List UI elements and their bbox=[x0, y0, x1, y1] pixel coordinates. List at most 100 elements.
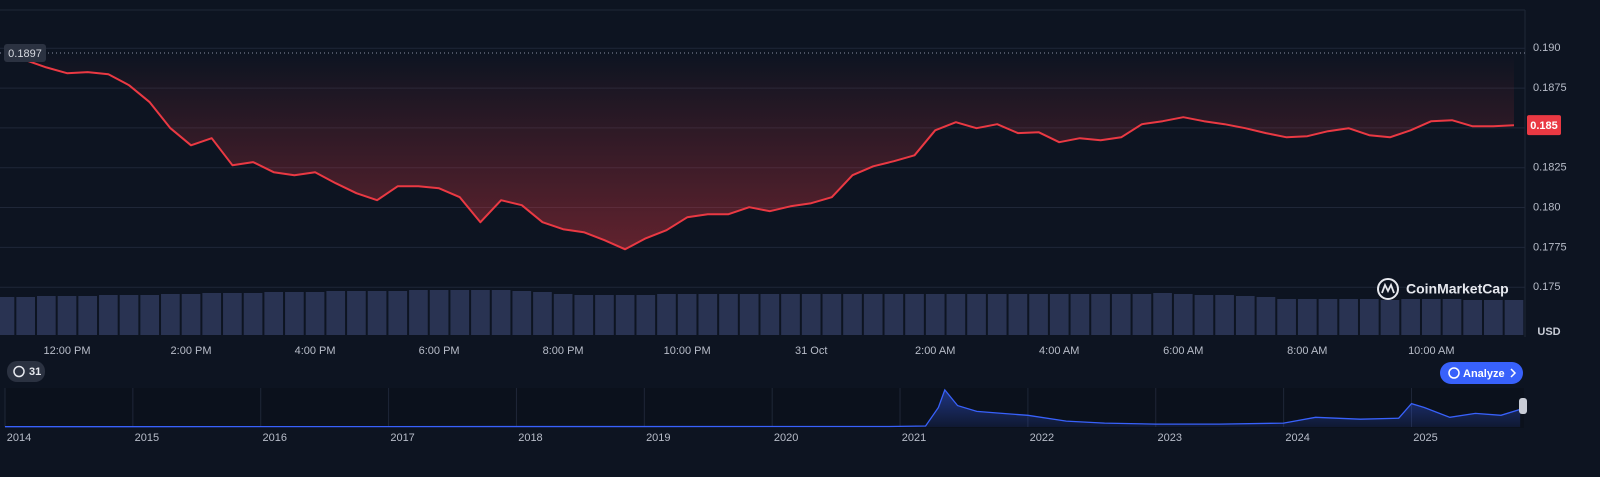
x-tick-label: 12:00 PM bbox=[43, 345, 90, 357]
volume-bar bbox=[1256, 297, 1276, 335]
analyze-label[interactable]: Analyze bbox=[1463, 368, 1505, 380]
y-tick-label: 0.1775 bbox=[1533, 241, 1567, 253]
open-price-tag bbox=[4, 44, 46, 63]
analyze-icon bbox=[1448, 367, 1460, 379]
navigator-chart: 2014 2015 2016 2017 2018 2019 2020 2021 2022 2023… bbox=[4, 388, 1527, 444]
volume-bar bbox=[285, 292, 304, 335]
analyze-arrow bbox=[1510, 368, 1517, 378]
volume-bar bbox=[1194, 295, 1214, 335]
y-tick-label: 0.1825 bbox=[1533, 162, 1567, 174]
volume-bar bbox=[0, 297, 15, 335]
volume-bar bbox=[615, 295, 635, 335]
volume-bar bbox=[264, 292, 284, 335]
price-area bbox=[5, 53, 1514, 250]
x-tick-label: 10:00 AM bbox=[1408, 345, 1454, 357]
volume-bar bbox=[1359, 299, 1379, 335]
nav-year-label: 2014 bbox=[7, 432, 31, 444]
analyze-button-bg[interactable] bbox=[1440, 362, 1523, 384]
nav-year-label: 2016 bbox=[262, 432, 286, 444]
nav-year-label: 2024 bbox=[1285, 432, 1309, 444]
nav-year-label: 2025 bbox=[1413, 432, 1437, 444]
volume-bar bbox=[429, 290, 449, 335]
nav-year-label: 2023 bbox=[1158, 432, 1182, 444]
x-tick-label: 6:00 AM bbox=[1163, 345, 1203, 357]
y-tick-label: 0.175 bbox=[1533, 281, 1561, 293]
volume-bar bbox=[1442, 299, 1462, 335]
volume-bar bbox=[119, 295, 139, 335]
history-button-bg[interactable] bbox=[7, 361, 45, 382]
volume-bar bbox=[181, 294, 201, 335]
volume-bar bbox=[409, 290, 428, 335]
volume-bar bbox=[1318, 299, 1338, 335]
y-tick-label: 0.180 bbox=[1533, 201, 1561, 213]
nav-year-label: 2015 bbox=[135, 432, 159, 444]
price-chart: 0.190 0.1875 0.185 0.1825 0.180 0.1775 0.175 12… bbox=[0, 42, 1567, 357]
x-tick-label: 8:00 PM bbox=[543, 345, 584, 357]
volume-bar bbox=[99, 295, 118, 335]
current-price-tag bbox=[1527, 115, 1561, 136]
volume-bar bbox=[37, 296, 56, 335]
volume-bar bbox=[1339, 299, 1358, 335]
volume-bar bbox=[739, 294, 759, 335]
volume-bar bbox=[946, 294, 966, 335]
x-tick-label: 2:00 PM bbox=[171, 345, 212, 357]
volume-bar bbox=[595, 295, 614, 335]
volume-bar bbox=[471, 290, 490, 335]
volume-bar bbox=[1235, 296, 1255, 335]
nav-handle[interactable] bbox=[1519, 398, 1527, 414]
volume-bar bbox=[1483, 300, 1503, 335]
volume-bar bbox=[1008, 294, 1028, 335]
nav-year-label: 2020 bbox=[774, 432, 798, 444]
volume-bar bbox=[243, 293, 263, 335]
volume-bar bbox=[1070, 294, 1090, 335]
nav-year-label: 2018 bbox=[518, 432, 542, 444]
volume-bar bbox=[1380, 300, 1400, 335]
volume-bar bbox=[1029, 294, 1048, 335]
history-icon bbox=[13, 365, 25, 378]
volume-bar bbox=[533, 292, 552, 335]
brand-name: CoinMarketCap bbox=[1406, 281, 1509, 297]
brand-icon bbox=[1381, 282, 1395, 294]
nav-line bbox=[4, 388, 1521, 428]
volume-bar bbox=[884, 294, 904, 335]
volume-bar bbox=[719, 294, 738, 335]
history-count[interactable]: 31 bbox=[29, 366, 41, 378]
volume-bar bbox=[1049, 294, 1069, 335]
nav-year-label: 2017 bbox=[390, 432, 414, 444]
volume-bar bbox=[1215, 295, 1234, 335]
y-tick-label: 0.190 bbox=[1533, 42, 1561, 54]
nav-year-label: 2022 bbox=[1030, 432, 1054, 444]
volume-bar bbox=[16, 297, 36, 335]
volume-bar bbox=[1132, 294, 1152, 335]
volume-bar bbox=[1401, 299, 1420, 335]
x-tick-label: 10:00 PM bbox=[664, 345, 711, 357]
volume-bar bbox=[1277, 299, 1296, 335]
x-tick-label: 2:00 AM bbox=[915, 345, 955, 357]
volume-bar bbox=[1153, 293, 1172, 335]
volume-bar bbox=[491, 290, 511, 335]
volume-bar bbox=[553, 294, 573, 335]
history-button[interactable]: 31 bbox=[7, 361, 45, 382]
volume-bar bbox=[78, 296, 98, 335]
analyze-button[interactable]: Analyze bbox=[1440, 362, 1523, 384]
volume-bar bbox=[1111, 294, 1131, 335]
x-tick-label: 6:00 PM bbox=[419, 345, 460, 357]
x-tick-label: 31 Oct bbox=[795, 345, 827, 357]
price-line bbox=[4, 55, 1515, 251]
brand-logo: CoinMarketCap bbox=[1377, 278, 1509, 300]
volume-bar bbox=[863, 294, 883, 335]
volume-bar bbox=[202, 293, 222, 335]
volume-bar bbox=[1173, 294, 1193, 335]
volume-bar bbox=[1091, 294, 1110, 335]
volume-bar bbox=[1463, 300, 1482, 335]
current-price-label: 0.185 bbox=[1530, 120, 1558, 132]
volume-bar bbox=[388, 291, 408, 335]
volume-bar bbox=[1421, 299, 1441, 335]
volume-bar bbox=[140, 295, 160, 335]
volume-bar bbox=[987, 294, 1007, 335]
brand-icon bbox=[1377, 278, 1399, 300]
volume-bar bbox=[843, 294, 862, 335]
volume-bar bbox=[57, 296, 77, 335]
volume-bar bbox=[698, 294, 718, 335]
